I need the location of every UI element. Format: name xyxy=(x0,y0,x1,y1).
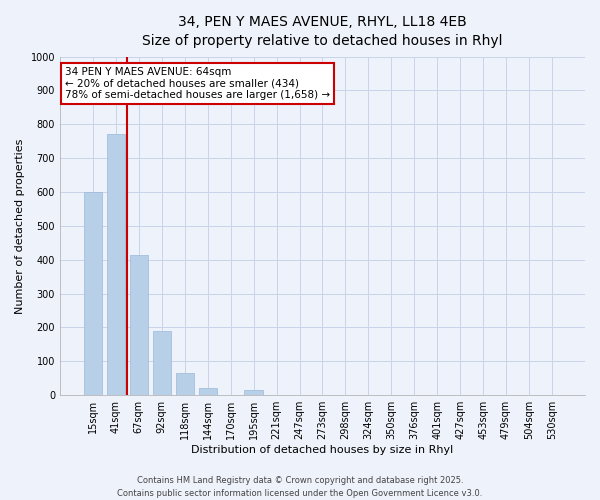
Bar xyxy=(107,134,125,395)
Bar xyxy=(84,192,102,395)
Y-axis label: Number of detached properties: Number of detached properties xyxy=(15,138,25,314)
Bar xyxy=(244,390,263,395)
Bar xyxy=(130,254,148,395)
Bar xyxy=(152,331,171,395)
Title: 34, PEN Y MAES AVENUE, RHYL, LL18 4EB
Size of property relative to detached hous: 34, PEN Y MAES AVENUE, RHYL, LL18 4EB Si… xyxy=(142,15,503,48)
X-axis label: Distribution of detached houses by size in Rhyl: Distribution of detached houses by size … xyxy=(191,445,454,455)
Bar xyxy=(199,388,217,395)
Text: 34 PEN Y MAES AVENUE: 64sqm
← 20% of detached houses are smaller (434)
78% of se: 34 PEN Y MAES AVENUE: 64sqm ← 20% of det… xyxy=(65,67,330,100)
Text: Contains HM Land Registry data © Crown copyright and database right 2025.
Contai: Contains HM Land Registry data © Crown c… xyxy=(118,476,482,498)
Bar xyxy=(176,373,194,395)
